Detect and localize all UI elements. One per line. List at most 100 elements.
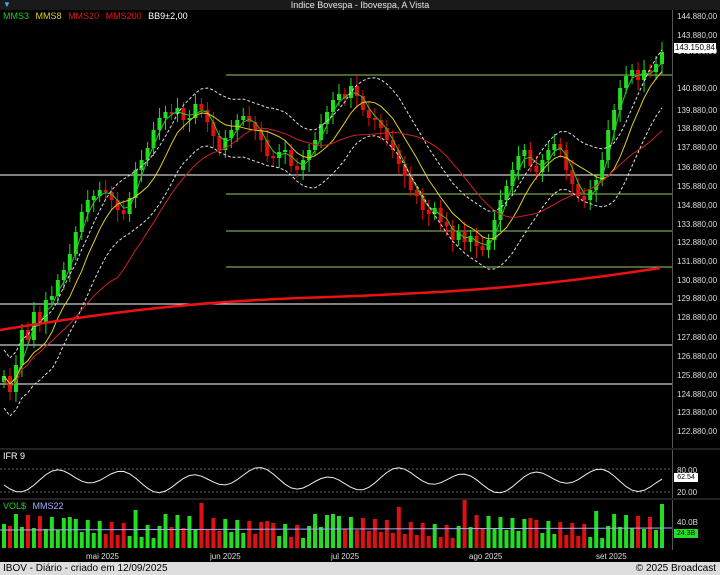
month-label-jun: jun 2025 [210,552,241,561]
panel-divider[interactable] [0,448,720,450]
volume-bar [600,538,605,548]
candle-body [229,130,234,138]
volume-bar [325,515,330,548]
candle-body [522,150,527,156]
candle-body [336,94,341,100]
price-chart[interactable] [0,10,672,448]
candle-body [552,144,557,150]
candle-body [37,312,42,322]
volume-bar [522,519,527,548]
volume-bar [552,534,557,548]
volume-bar [534,520,539,548]
price-axis-label: 137.880,00 [677,143,718,152]
volume-bar [420,523,425,548]
panel-divider-2[interactable] [0,498,720,500]
candle-body [235,120,240,130]
volume-bar [43,529,48,548]
rsi-level-20: 20.00 [677,488,698,497]
volume-bar [606,526,611,548]
candle-body [133,170,138,198]
volume-bar [2,524,6,548]
candle-body [558,144,563,150]
candle-body [606,130,611,160]
volume-bar [199,503,204,548]
volume-bar [139,537,144,548]
volume-bar [157,526,162,548]
candle-body [85,200,90,212]
volume-bar [91,533,96,548]
legend-mms20: MMS20 [68,11,100,21]
price-axis-label: 128.880,00 [677,313,718,322]
price-axis-label: 135.880,00 [677,182,718,191]
volume-bar [319,527,324,548]
volume-bar [498,517,503,548]
volume-bar [642,529,647,548]
volume-bar [151,538,156,548]
price-axis [672,10,720,448]
price-axis-label: 134.880,00 [677,201,718,210]
volume-bar [492,529,497,548]
volume-bar [372,519,377,548]
volume-bar [265,521,270,548]
rsi-chart[interactable] [0,450,672,498]
volume-bar [516,531,521,548]
volume-bar [462,500,467,548]
volume-chart[interactable] [0,500,672,550]
price-axis-label: 132.880,00 [677,238,718,247]
candle-body [205,110,210,122]
candle-body [528,150,533,166]
volume-bar [342,529,347,548]
candle-body [271,156,276,158]
volume-bar [97,521,102,548]
volume-bar [612,514,617,548]
mms3-line [3,62,663,385]
volume-bar [624,515,629,548]
candle-body [283,150,288,152]
volume-bar [277,536,282,548]
candle-body [325,112,330,124]
candle-body [139,160,144,170]
volume-bar [456,526,461,548]
candle-body [600,160,605,180]
volume-value-tag: 24.3B [674,529,698,538]
volume-bar [109,522,114,548]
volume-bar [247,521,252,548]
price-axis-label: 131.880,00 [677,257,718,266]
candle-body [450,226,455,240]
candle-body [402,164,407,176]
volume-bar [540,533,545,548]
candle-body [594,180,599,190]
volume-bar [259,522,264,548]
candle-body [157,118,162,130]
price-axis-label: 130.880,00 [677,276,718,285]
candle-body [618,88,623,110]
volume-bar [301,538,306,548]
volume-label: VOL$ [3,501,27,511]
menu-dropdown-icon[interactable]: ▼ [3,0,11,9]
volume-bar [253,534,258,548]
volume-bar [636,516,641,548]
candle-body [420,196,425,210]
candle-body [61,270,66,280]
candle-body [366,110,371,118]
candle-body [396,150,401,164]
title-bar [0,0,720,10]
candle-body [612,110,617,130]
volume-bar [558,522,563,548]
candle-body [97,190,102,196]
volume-bar [648,517,653,548]
volume-bar [205,530,210,548]
volume-bar [546,521,551,548]
volume-bar [187,516,192,548]
price-axis-label: 125.880,00 [677,371,718,380]
rsi-label: IFR 9 [3,451,26,461]
volume-bar [103,534,108,548]
volume-bar [85,520,90,548]
candle-body [462,232,467,242]
candle-body [426,210,431,214]
candle-body [319,124,324,140]
candle-body [187,118,192,120]
candle-body [414,190,419,196]
candle-body [55,280,60,296]
volume-bar [127,536,132,548]
